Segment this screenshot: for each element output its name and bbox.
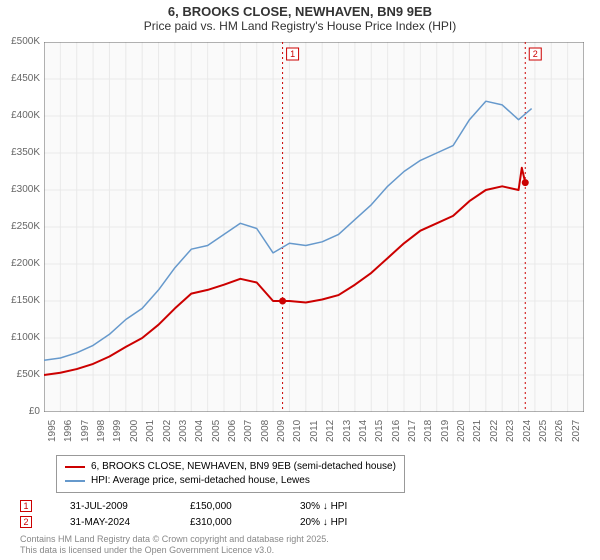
y-tick-label: £200K bbox=[0, 258, 40, 269]
y-tick-label: £500K bbox=[0, 36, 40, 47]
x-tick-label: 2001 bbox=[145, 420, 156, 442]
svg-text:2: 2 bbox=[533, 49, 538, 59]
legend: 6, BROOKS CLOSE, NEWHAVEN, BN9 9EB (semi… bbox=[56, 455, 405, 493]
x-tick-label: 1996 bbox=[63, 420, 74, 442]
x-tick-label: 2026 bbox=[554, 420, 565, 442]
marker-price: £150,000 bbox=[190, 501, 270, 512]
y-tick-label: £350K bbox=[0, 147, 40, 158]
legend-label: HPI: Average price, semi-detached house,… bbox=[91, 474, 310, 488]
legend-label: 6, BROOKS CLOSE, NEWHAVEN, BN9 9EB (semi… bbox=[91, 460, 396, 474]
x-tick-label: 2019 bbox=[440, 420, 451, 442]
x-tick-label: 2010 bbox=[292, 420, 303, 442]
chart-area: 12 bbox=[44, 42, 584, 412]
footer: Contains HM Land Registry data © Crown c… bbox=[20, 534, 329, 556]
y-tick-label: £0 bbox=[0, 406, 40, 417]
x-tick-label: 2024 bbox=[522, 420, 533, 442]
x-tick-label: 2025 bbox=[538, 420, 549, 442]
x-tick-label: 2007 bbox=[243, 420, 254, 442]
x-tick-label: 2018 bbox=[423, 420, 434, 442]
x-tick-label: 2006 bbox=[227, 420, 238, 442]
marker-price: £310,000 bbox=[190, 517, 270, 528]
x-tick-label: 2013 bbox=[342, 420, 353, 442]
marker-row: 1 31-JUL-2009 £150,000 30% ↓ HPI bbox=[20, 498, 347, 514]
x-tick-label: 1998 bbox=[96, 420, 107, 442]
marker-table: 1 31-JUL-2009 £150,000 30% ↓ HPI 2 31-MAY-202… bbox=[20, 498, 347, 530]
x-tick-label: 2002 bbox=[162, 420, 173, 442]
y-tick-label: £250K bbox=[0, 221, 40, 232]
marker-date: 31-MAY-2024 bbox=[70, 517, 160, 528]
x-tick-label: 2012 bbox=[325, 420, 336, 442]
x-tick-label: 2011 bbox=[309, 420, 320, 442]
x-tick-label: 2004 bbox=[194, 420, 205, 442]
x-tick-label: 2027 bbox=[571, 420, 582, 442]
marker-badge: 1 bbox=[20, 500, 32, 512]
x-tick-label: 1995 bbox=[47, 420, 58, 442]
marker-badge: 2 bbox=[20, 516, 32, 528]
marker-date: 31-JUL-2009 bbox=[70, 501, 160, 512]
legend-row: 6, BROOKS CLOSE, NEWHAVEN, BN9 9EB (semi… bbox=[65, 460, 396, 474]
x-tick-label: 2015 bbox=[374, 420, 385, 442]
y-tick-label: £300K bbox=[0, 184, 40, 195]
footer-line2: This data is licensed under the Open Gov… bbox=[20, 545, 329, 556]
chart-container: 6, BROOKS CLOSE, NEWHAVEN, BN9 9EB Price… bbox=[0, 0, 600, 560]
marker-delta: 20% ↓ HPI bbox=[300, 517, 347, 528]
x-tick-label: 2020 bbox=[456, 420, 467, 442]
x-tick-label: 2008 bbox=[260, 420, 271, 442]
x-tick-label: 1997 bbox=[80, 420, 91, 442]
y-tick-label: £50K bbox=[0, 369, 40, 380]
svg-text:1: 1 bbox=[290, 49, 295, 59]
x-tick-label: 2016 bbox=[391, 420, 402, 442]
marker-delta: 30% ↓ HPI bbox=[300, 501, 347, 512]
y-tick-label: £150K bbox=[0, 295, 40, 306]
title-line1: 6, BROOKS CLOSE, NEWHAVEN, BN9 9EB bbox=[0, 4, 600, 19]
chart-svg: 12 bbox=[44, 42, 584, 412]
title-line2: Price paid vs. HM Land Registry's House … bbox=[0, 19, 600, 33]
title-block: 6, BROOKS CLOSE, NEWHAVEN, BN9 9EB Price… bbox=[0, 0, 600, 35]
legend-swatch bbox=[65, 480, 85, 482]
x-tick-label: 2009 bbox=[276, 420, 287, 442]
x-tick-label: 2023 bbox=[505, 420, 516, 442]
y-tick-label: £400K bbox=[0, 110, 40, 121]
x-tick-label: 2000 bbox=[129, 420, 140, 442]
x-tick-label: 2005 bbox=[211, 420, 222, 442]
x-tick-label: 2003 bbox=[178, 420, 189, 442]
x-tick-label: 2014 bbox=[358, 420, 369, 442]
y-tick-label: £450K bbox=[0, 73, 40, 84]
legend-row: HPI: Average price, semi-detached house,… bbox=[65, 474, 396, 488]
footer-line1: Contains HM Land Registry data © Crown c… bbox=[20, 534, 329, 545]
marker-row: 2 31-MAY-2024 £310,000 20% ↓ HPI bbox=[20, 514, 347, 530]
y-tick-label: £100K bbox=[0, 332, 40, 343]
x-tick-label: 2021 bbox=[472, 420, 483, 442]
x-tick-label: 2017 bbox=[407, 420, 418, 442]
x-tick-label: 2022 bbox=[489, 420, 500, 442]
x-tick-label: 1999 bbox=[112, 420, 123, 442]
legend-swatch bbox=[65, 466, 85, 468]
